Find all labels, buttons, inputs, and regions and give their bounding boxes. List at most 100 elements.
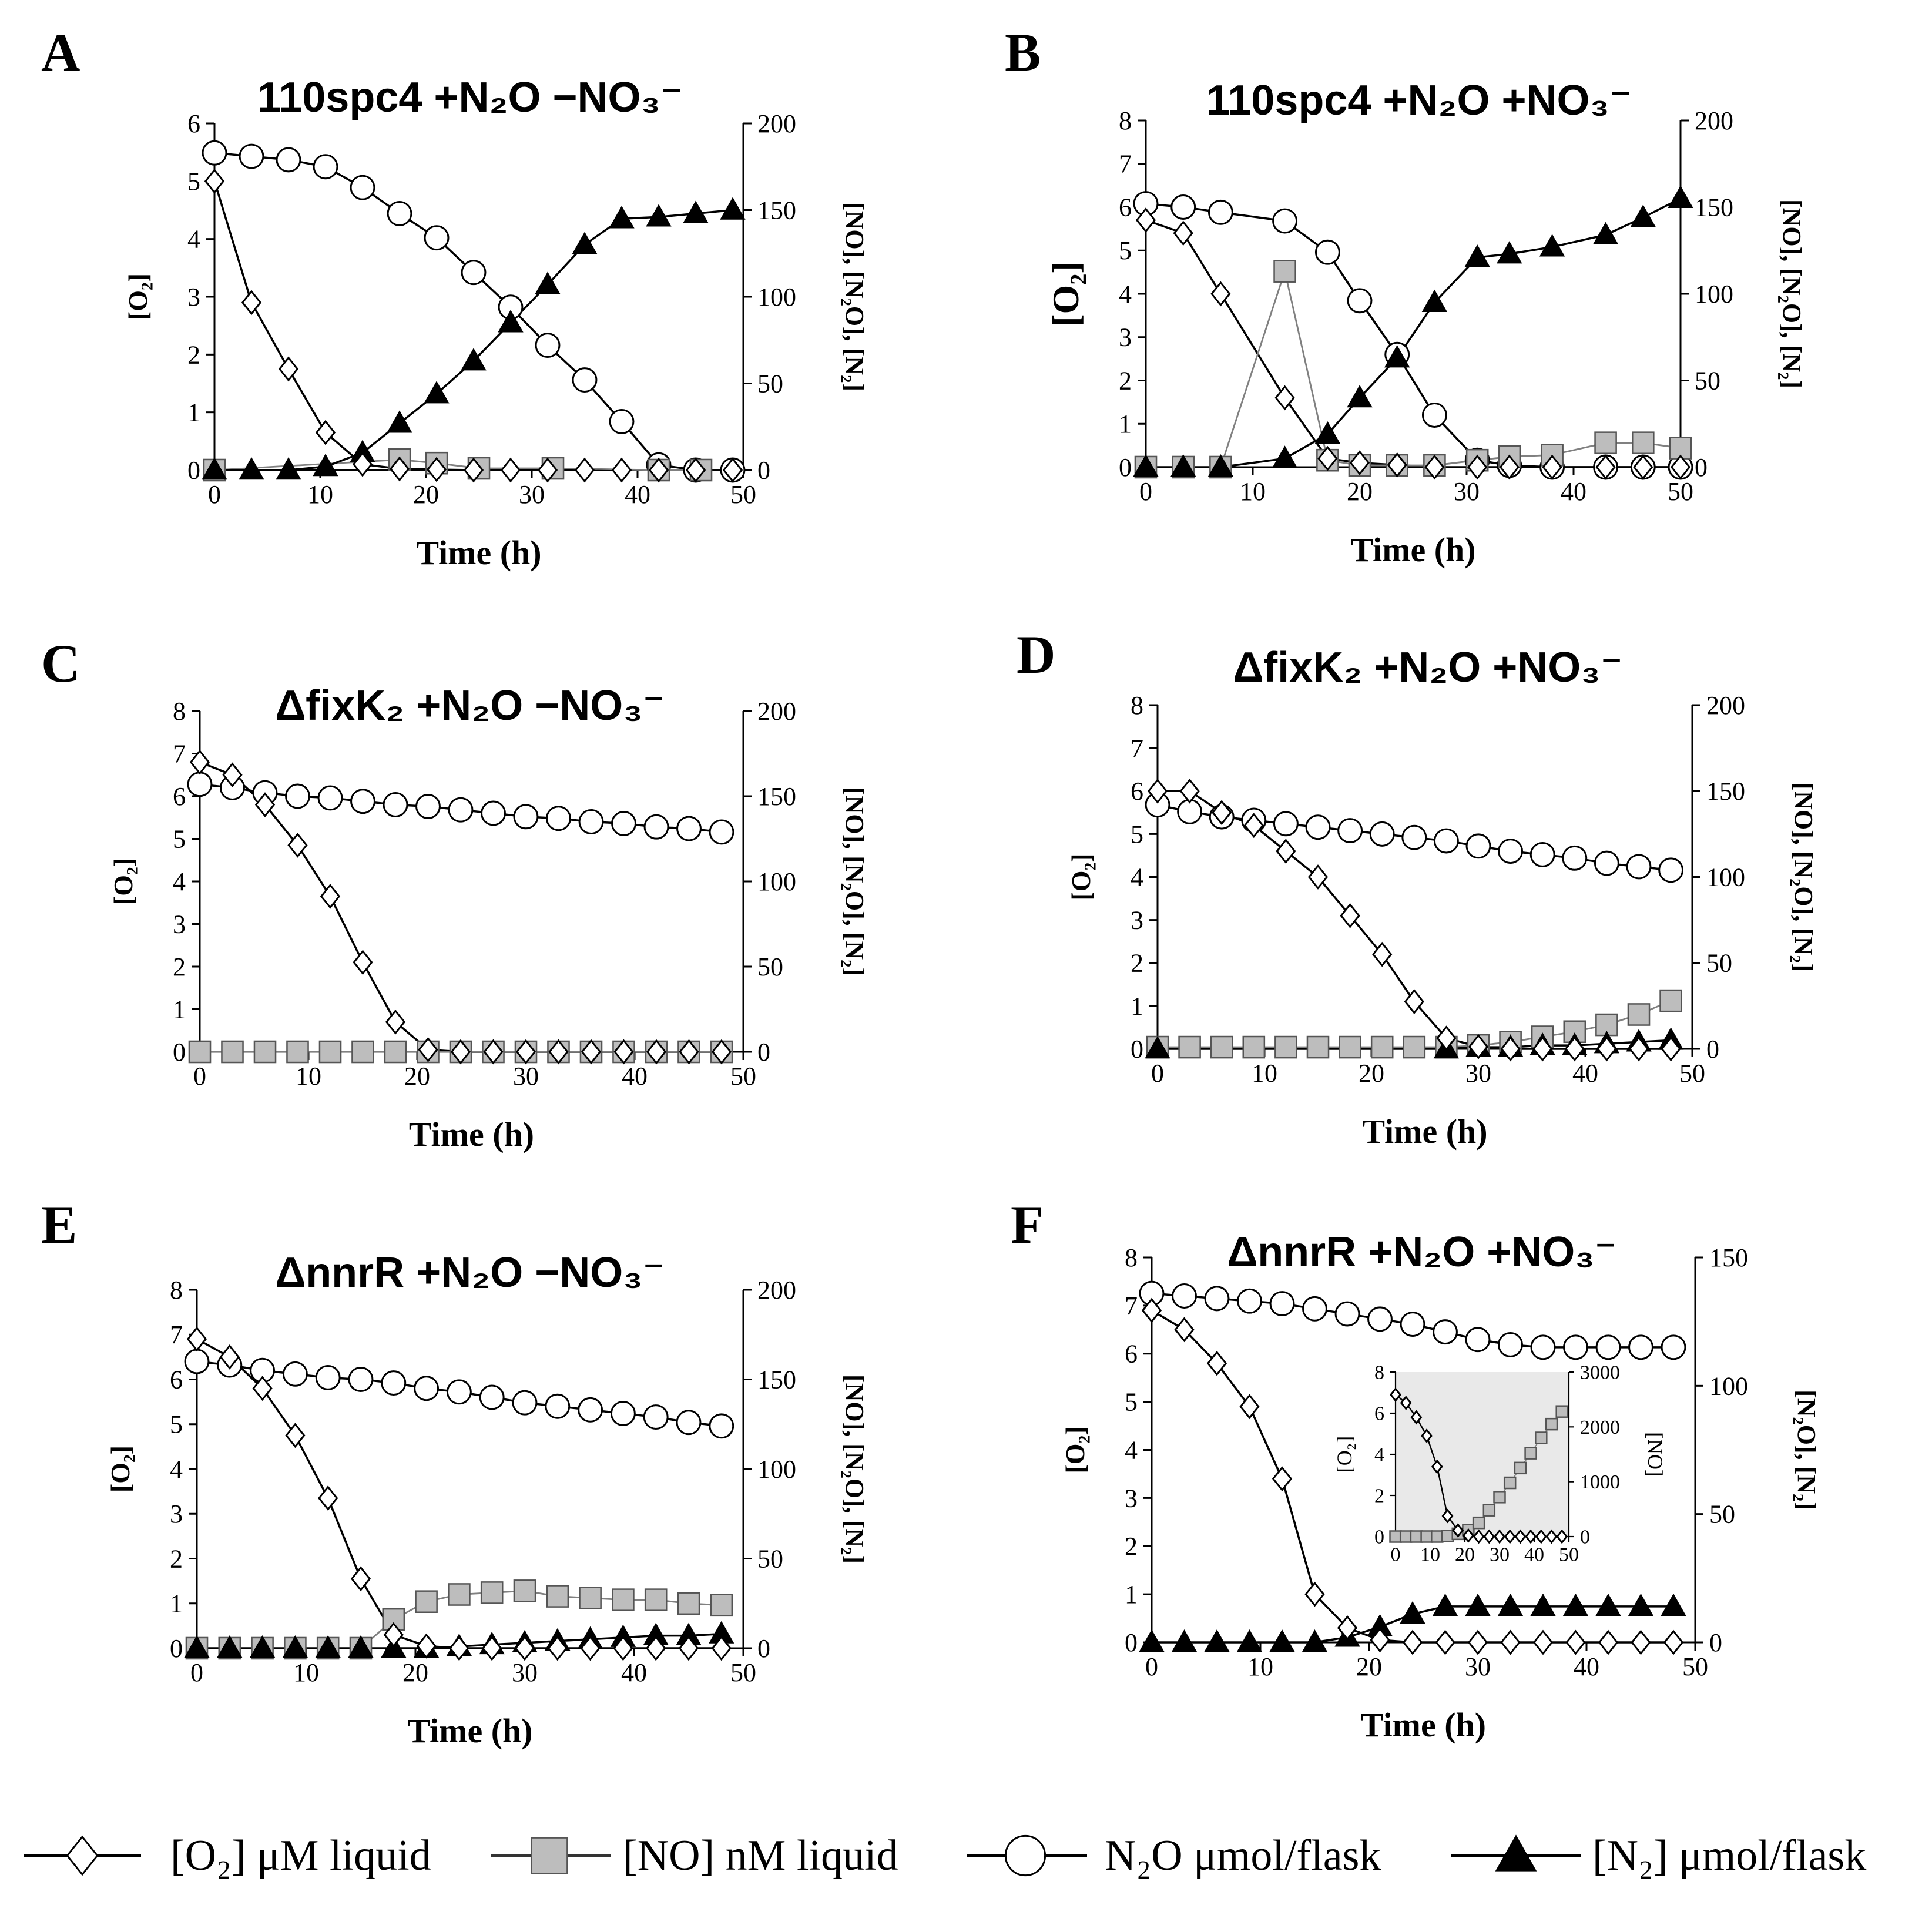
point-o2 bbox=[1467, 1629, 1488, 1655]
y-tick-label: 8 bbox=[1119, 106, 1132, 135]
x-axis-label: Time (h) bbox=[1362, 1112, 1487, 1151]
point-n2o bbox=[1204, 1286, 1230, 1312]
point-o2 bbox=[1404, 989, 1424, 1014]
point-n2o bbox=[1272, 208, 1298, 234]
point-o2 bbox=[318, 1485, 338, 1511]
point-o2 bbox=[515, 1039, 536, 1065]
point-n2 bbox=[1204, 1629, 1230, 1652]
point-o2 bbox=[483, 1039, 504, 1065]
panel-label: A bbox=[41, 22, 80, 82]
legend-marker-no bbox=[531, 1837, 568, 1874]
point-o2 bbox=[685, 457, 706, 483]
legend-marker-n2 bbox=[1495, 1834, 1537, 1872]
y2-tick-label: 100 bbox=[1709, 1371, 1748, 1400]
point-o2 bbox=[711, 1039, 732, 1065]
x-tick-label: 50 bbox=[730, 1062, 756, 1091]
x-axis-label: Time (h) bbox=[416, 534, 541, 572]
point-n2o bbox=[1337, 818, 1363, 843]
y2-tick-label: 0 bbox=[757, 1038, 770, 1067]
point-o2 bbox=[1304, 1581, 1325, 1607]
y-axis-label: [O₂] bbox=[105, 1446, 135, 1493]
point-o2 bbox=[1500, 1629, 1521, 1655]
y-tick-label: 5 bbox=[170, 1410, 183, 1439]
point-o2 bbox=[1556, 1529, 1568, 1544]
point-n2 bbox=[1497, 1593, 1524, 1616]
point-o2 bbox=[611, 457, 632, 483]
point-n2o bbox=[282, 1361, 308, 1387]
point-o2 bbox=[1141, 1297, 1162, 1323]
legend-item-o2: [O₂] μM liquid bbox=[24, 1832, 431, 1880]
point-n2o bbox=[1401, 824, 1427, 850]
point-n2 bbox=[1302, 1629, 1328, 1652]
point-n2o bbox=[1302, 1296, 1327, 1322]
point-n2 bbox=[1269, 1629, 1295, 1652]
inset-y2-axis-label: [NO] bbox=[1643, 1432, 1667, 1477]
y-tick-label: 4 bbox=[1125, 1436, 1138, 1464]
y2-axis-label: [NO], [N₂O], [N₂] bbox=[840, 202, 869, 391]
point-n2o bbox=[1498, 1332, 1523, 1357]
point-o2 bbox=[1628, 1036, 1649, 1062]
y-tick-label: 6 bbox=[1119, 193, 1132, 222]
panel-label: C bbox=[41, 633, 80, 693]
point-no bbox=[579, 1587, 602, 1609]
point-n2 bbox=[1630, 204, 1656, 227]
point-n2o bbox=[276, 147, 301, 173]
x-tick-label: 30 bbox=[519, 480, 545, 509]
point-n2 bbox=[239, 457, 264, 480]
point-n2 bbox=[1465, 1593, 1491, 1616]
point-n2 bbox=[1384, 345, 1410, 368]
y2-tick-label: 0 bbox=[757, 456, 770, 485]
point-o2 bbox=[1179, 778, 1200, 804]
y2-axis-label: [NO], [N₂O], [N₂] bbox=[840, 1374, 869, 1564]
point-no bbox=[1242, 1035, 1266, 1059]
y-tick-label: 1 bbox=[1119, 410, 1132, 438]
legend-item-n2o: N₂O μmol/flask bbox=[967, 1832, 1381, 1880]
point-n2 bbox=[276, 457, 301, 480]
y-tick-label: 1 bbox=[1131, 992, 1143, 1021]
point-n2 bbox=[1628, 1593, 1654, 1616]
point-n2 bbox=[1592, 222, 1619, 244]
point-n2o bbox=[676, 1410, 702, 1436]
point-n2o bbox=[350, 175, 375, 200]
point-n2o bbox=[1433, 828, 1459, 854]
point-n2o bbox=[1563, 1334, 1588, 1360]
point-o2 bbox=[389, 456, 410, 482]
point-n2o bbox=[643, 1404, 669, 1430]
point-o2 bbox=[186, 1326, 207, 1352]
x-tick-label: 20 bbox=[1356, 1652, 1382, 1681]
x-axis-label: Time (h) bbox=[1350, 531, 1475, 569]
point-o2 bbox=[1410, 1410, 1423, 1425]
point-o2 bbox=[1340, 903, 1360, 928]
panel-title: 110spc4 +N₂O +NO₃⁻ bbox=[1206, 77, 1632, 124]
point-n2o bbox=[1530, 842, 1555, 867]
point-o2 bbox=[1441, 1508, 1454, 1524]
y-axis-label: [O₂] bbox=[123, 273, 153, 320]
point-o2 bbox=[1210, 281, 1231, 307]
point-n2o bbox=[1626, 854, 1652, 880]
point-o2 bbox=[204, 168, 225, 194]
x-tick-label: 0 bbox=[1139, 477, 1152, 506]
y-axis-label: [O₂] bbox=[108, 858, 138, 905]
y2-tick-label: 150 bbox=[757, 1365, 796, 1394]
point-o2 bbox=[385, 1009, 406, 1035]
legend-marker-n2o bbox=[1004, 1834, 1046, 1877]
x-tick-label: 30 bbox=[1465, 1059, 1491, 1088]
y2-tick-label: 50 bbox=[1695, 366, 1720, 395]
point-no bbox=[1306, 1035, 1330, 1059]
point-no bbox=[351, 1040, 374, 1064]
y2-tick-label: 50 bbox=[1706, 949, 1732, 978]
point-o2 bbox=[426, 457, 447, 482]
point-o2 bbox=[285, 1423, 306, 1448]
point-o2 bbox=[646, 1635, 666, 1661]
point-o2 bbox=[350, 1566, 371, 1592]
point-no bbox=[1493, 1491, 1506, 1504]
point-n2o bbox=[1421, 403, 1447, 428]
point-n2 bbox=[1208, 454, 1234, 477]
point-n2o bbox=[643, 814, 669, 840]
point-o2 bbox=[315, 420, 336, 445]
point-no bbox=[1594, 431, 1617, 455]
point-n2o bbox=[187, 772, 213, 797]
point-no bbox=[1632, 431, 1655, 455]
